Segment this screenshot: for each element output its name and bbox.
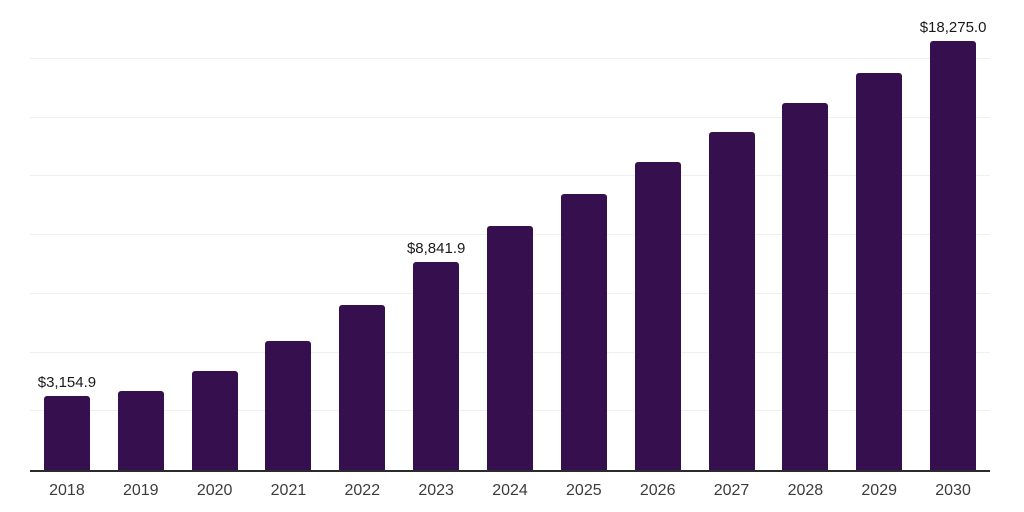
bar-slot-2022 bbox=[325, 0, 399, 470]
bar-slot-2030 bbox=[916, 0, 990, 470]
x-tick-label-2026: 2026 bbox=[639, 482, 676, 499]
bar-slot-2024 bbox=[473, 0, 547, 470]
x-axis-labels: 2018 2019 2020 2021 2022 2023 2024 2025 2026 2027… bbox=[30, 483, 990, 499]
bar-slot-2019 bbox=[104, 0, 178, 470]
bar-2019 bbox=[117, 390, 164, 470]
chart-plot-area: $3,154.9 $8,841.9 $18,275.0 bbox=[30, 0, 990, 470]
bar-slot-2026 bbox=[621, 0, 695, 470]
bars bbox=[30, 0, 990, 470]
x-tick-label-2029: 2029 bbox=[861, 482, 897, 499]
x-tick-label-2024: 2024 bbox=[492, 482, 528, 499]
gridline-12500 bbox=[30, 175, 990, 177]
x-tick-label-2027: 2027 bbox=[713, 482, 750, 499]
bar-slot-2021 bbox=[252, 0, 326, 470]
x-tick-label-2019: 2019 bbox=[122, 482, 159, 499]
bar-2020 bbox=[191, 371, 238, 470]
value-label-2018: $3,154.9 bbox=[37, 373, 97, 391]
bar-slot-2023 bbox=[399, 0, 473, 470]
x-tick-label-2021: 2021 bbox=[270, 482, 307, 499]
gridline-15000 bbox=[30, 116, 990, 118]
x-tick-label-2020: 2020 bbox=[196, 482, 233, 499]
bar-2021 bbox=[265, 340, 312, 470]
bar-2030 bbox=[930, 40, 977, 470]
gridline-17500 bbox=[30, 57, 990, 59]
x-tick-label-2023: 2023 bbox=[418, 482, 454, 499]
bar-2027 bbox=[708, 131, 755, 470]
x-tick-label-2028: 2028 bbox=[787, 482, 824, 499]
bar-2025 bbox=[560, 193, 607, 470]
x-tick-label-2030: 2030 bbox=[935, 482, 971, 499]
bar-2029 bbox=[856, 72, 903, 470]
bar-2018 bbox=[43, 395, 90, 470]
x-axis-line bbox=[30, 470, 990, 472]
bar-2022 bbox=[339, 304, 386, 470]
x-tick-label-2022: 2022 bbox=[344, 482, 381, 499]
bar-2024 bbox=[486, 226, 533, 470]
value-label-2023: $8,841.9 bbox=[406, 240, 466, 258]
bar-2028 bbox=[782, 103, 829, 470]
x-tick-label-2018: 2018 bbox=[49, 482, 85, 499]
bar-2026 bbox=[634, 161, 681, 470]
bar-slot-2020 bbox=[178, 0, 252, 470]
bar-slot-2027 bbox=[695, 0, 769, 470]
value-label-2030: $18,275.0 bbox=[919, 18, 987, 36]
bar-slot-2028 bbox=[768, 0, 842, 470]
bar-slot-2018 bbox=[30, 0, 104, 470]
bar-slot-2029 bbox=[842, 0, 916, 470]
bar-slot-2025 bbox=[547, 0, 621, 470]
bar-2023 bbox=[413, 262, 460, 470]
x-tick-label-2025: 2025 bbox=[566, 482, 602, 499]
